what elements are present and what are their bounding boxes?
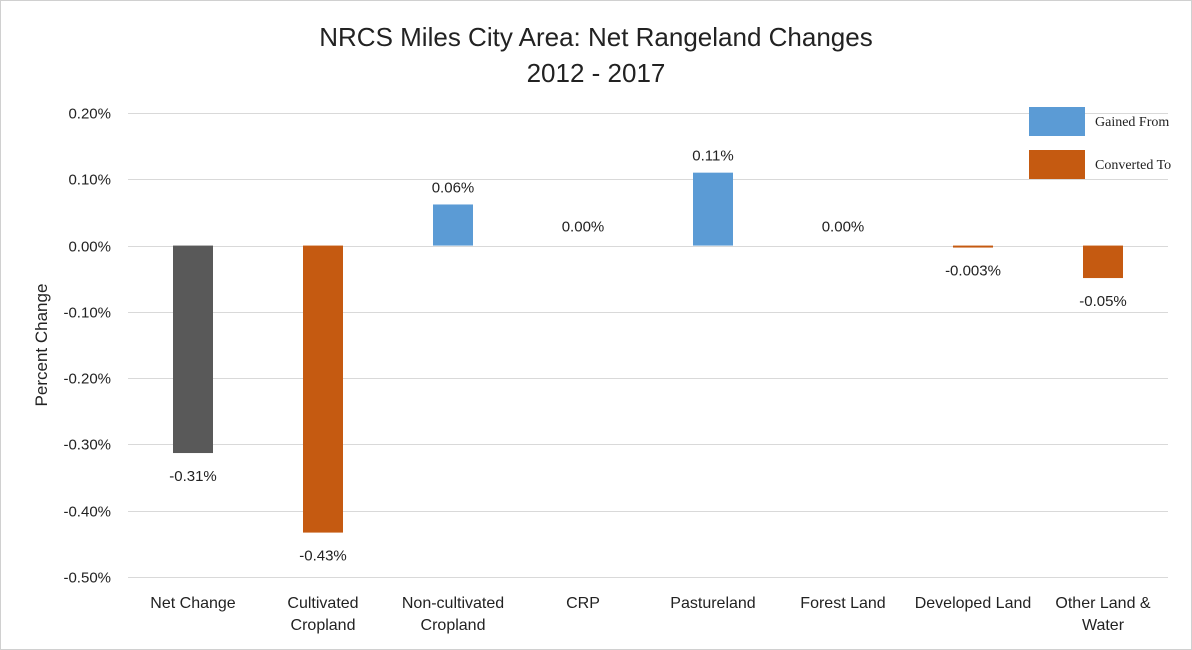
x-category-label: Pastureland: [670, 595, 755, 612]
bar-net: [173, 245, 213, 454]
x-category-label: Non-cultivated: [402, 595, 504, 612]
y-axis-ticks: 0.20% 0.10% 0.00% -0.10% -0.20% -0.30% -0.40% -…: [63, 106, 111, 587]
legend-label: Gained From: [1095, 115, 1169, 130]
x-category-label: Cultivated: [287, 595, 358, 612]
gridlines: [128, 113, 1168, 578]
y-tick-label: 0.20%: [68, 106, 111, 123]
x-category-label: Other Land &: [1055, 595, 1151, 612]
bar-converted: [953, 245, 993, 248]
bar-converted: [1083, 245, 1123, 279]
y-tick-label: 0.10%: [68, 172, 111, 189]
y-tick-label: -0.50%: [63, 570, 111, 587]
data-label: -0.003%: [945, 263, 1001, 280]
bars: [173, 172, 1123, 533]
data-label: -0.31%: [169, 468, 217, 485]
data-label: -0.05%: [1079, 293, 1127, 310]
x-category-label: Forest Land: [800, 595, 885, 612]
chart-title-line-2: 2012 - 2017: [527, 58, 666, 88]
x-axis-categories: Net Change Cultivated Cropland Non-cultivat…: [150, 595, 1151, 634]
x-category-label: Water: [1082, 617, 1125, 634]
y-tick-label: -0.30%: [63, 437, 111, 454]
data-label: -0.43%: [299, 548, 347, 565]
x-category-label: Cropland: [421, 617, 486, 634]
data-label: 0.06%: [432, 179, 475, 196]
legend-swatch-gained: [1029, 107, 1085, 136]
y-tick-label: -0.10%: [63, 305, 111, 322]
bar-gained: [693, 172, 733, 246]
data-label: 0.00%: [562, 219, 605, 236]
legend-label: Converted To: [1095, 158, 1171, 173]
legend: Gained From Converted To: [1029, 107, 1171, 179]
x-category-label: Developed Land: [915, 595, 1032, 612]
y-tick-label: -0.20%: [63, 371, 111, 388]
bar-gained: [433, 204, 473, 246]
x-category-label: Cropland: [291, 617, 356, 634]
data-label: 0.11%: [692, 148, 733, 165]
x-category-label: Net Change: [150, 595, 235, 612]
x-category-label: CRP: [566, 595, 600, 612]
data-label: 0.00%: [822, 219, 865, 236]
y-tick-label: -0.40%: [63, 504, 111, 521]
y-axis-title: Percent Change: [32, 284, 51, 407]
bar-converted: [303, 245, 343, 533]
chart-title-line-1: NRCS Miles City Area: Net Rangeland Chan…: [319, 22, 872, 52]
data-labels: -0.31% -0.43% 0.06% 0.00% 0.11% 0.00% -0.003% -…: [169, 148, 1127, 565]
legend-swatch-converted: [1029, 150, 1085, 179]
y-tick-label: 0.00%: [68, 239, 111, 256]
